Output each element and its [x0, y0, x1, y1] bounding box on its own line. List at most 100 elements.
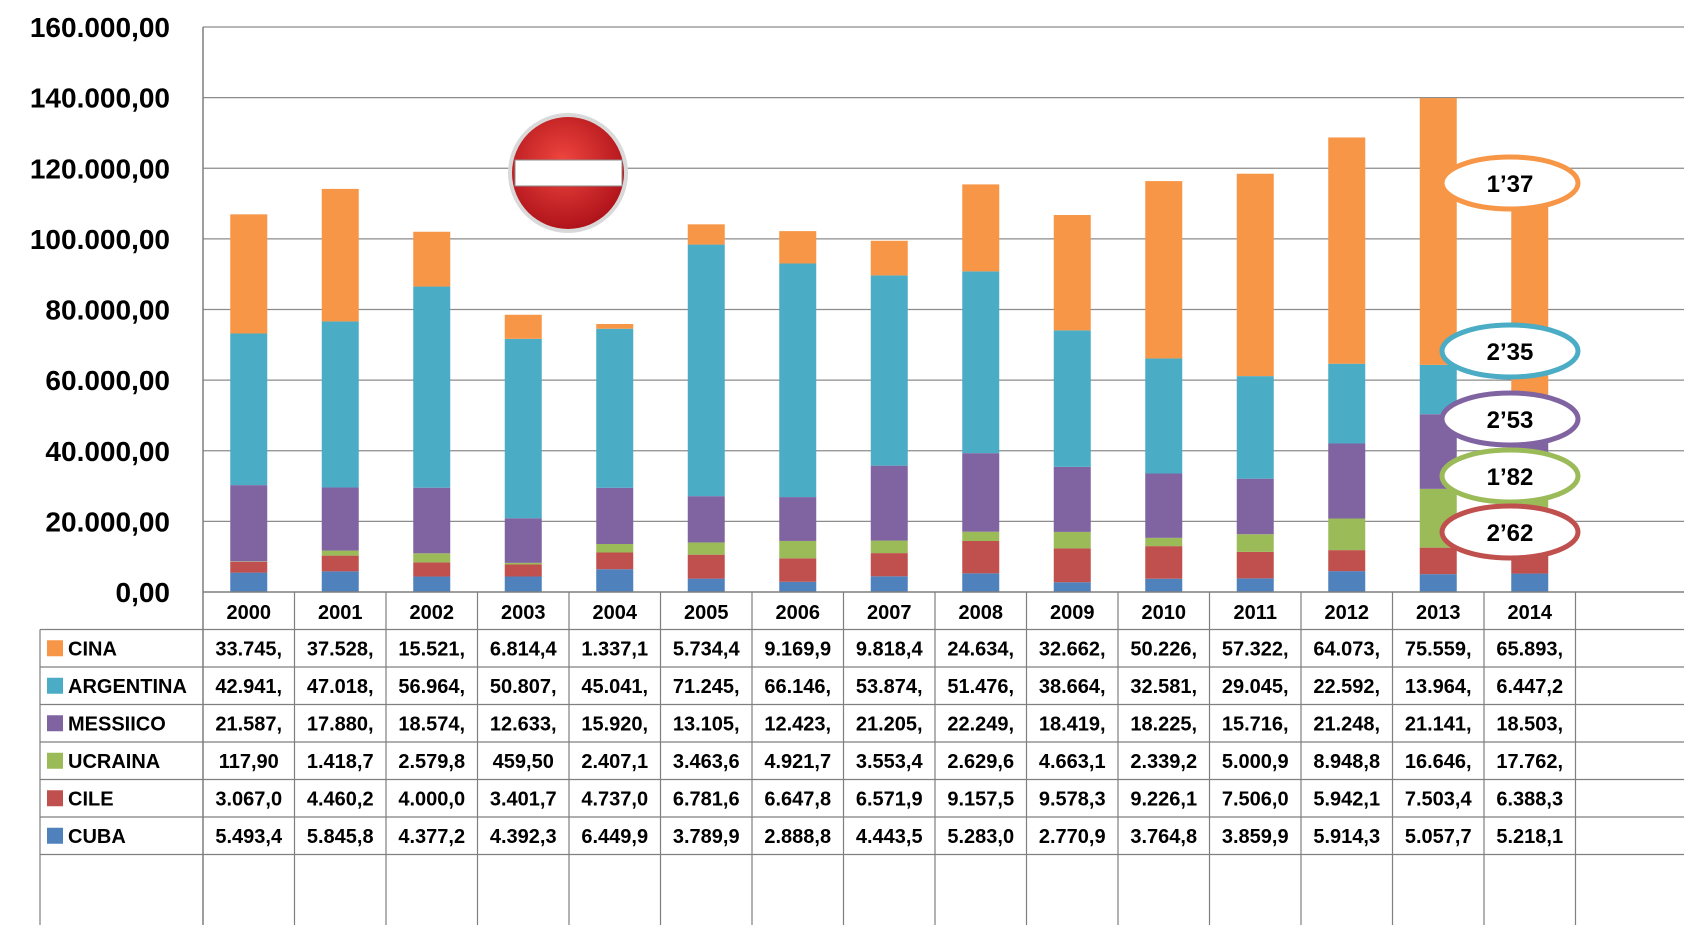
data-label: 21.141, [1405, 713, 1472, 735]
bar-segment-cile [1328, 550, 1366, 572]
bar-segment-cuba [504, 576, 542, 592]
data-label: 3.401,7 [490, 788, 557, 810]
bar-segment-ucraina [596, 543, 634, 553]
bar-segment-cile [504, 564, 542, 577]
data-label: 32.581, [1130, 676, 1197, 698]
data-label: 50.807, [490, 676, 557, 698]
bar-segment-cile [870, 553, 908, 577]
annotation-oval [1439, 154, 1581, 212]
legend-swatch-cina [47, 640, 63, 657]
data-label: 5.493,4 [215, 826, 283, 848]
bar-segment-messiico [321, 487, 359, 551]
bar-segment-cina [1328, 137, 1366, 364]
bars [230, 98, 1549, 592]
y-tick-label: 80.000,00 [45, 295, 170, 326]
legend-swatch-cile [47, 790, 63, 807]
bar-segment-cina [962, 184, 1000, 272]
bar-segment-cina [1236, 173, 1274, 377]
data-label: 3.859,9 [1222, 826, 1289, 848]
bar-segment-argentina [1145, 358, 1183, 474]
data-label: 12.423, [764, 713, 831, 735]
bar-segment-cile [687, 554, 725, 579]
y-tick-label: 0,00 [116, 577, 171, 608]
legend-label-cuba: CUBA [68, 826, 126, 848]
y-axis-tick-labels: 0,00 20.000,00 40.000,00 60.000,00 80.000,00… [30, 12, 170, 608]
annotation-oval [1439, 503, 1581, 561]
bar-segment-argentina [687, 244, 725, 497]
legend-label-cile: CILE [68, 788, 114, 810]
data-label: 65.893, [1496, 638, 1563, 660]
data-label: 4.460,2 [307, 788, 374, 810]
bar-segment-cina [504, 314, 542, 339]
data-label: 18.419, [1039, 713, 1106, 735]
bar-segment-ucraina [1053, 531, 1091, 549]
data-label: 1.337,1 [581, 638, 648, 660]
bar-segment-ucraina [687, 542, 725, 555]
x-tick-label: 2003 [501, 602, 546, 624]
x-tick-label: 2005 [684, 602, 729, 624]
data-label: 9.169,9 [764, 638, 831, 660]
bar-segment-cile [1419, 547, 1457, 575]
bar-segment-messiico [1236, 478, 1274, 535]
bar-segment-ucraina [962, 531, 1000, 542]
bar-segment-messiico [962, 453, 1000, 532]
annotation-oval [1439, 322, 1581, 380]
bar-segment-cuba [1145, 578, 1183, 592]
bar-segment-messiico [413, 487, 451, 554]
annotations: 1’37 2’35 2’53 1’82 2’62 [1439, 154, 1581, 561]
annotation-label: 2’35 [1487, 339, 1534, 366]
data-label: 75.559, [1405, 638, 1472, 660]
data-label: 57.322, [1222, 638, 1289, 660]
data-label: 15.920, [581, 713, 648, 735]
bar-segment-cuba [321, 571, 359, 592]
x-tick-label: 2006 [776, 602, 821, 624]
bar-segment-cuba [413, 576, 451, 592]
data-label: 71.245, [673, 676, 740, 698]
data-label: 5.914,3 [1313, 826, 1380, 848]
bar-segment-cina [321, 188, 359, 322]
data-label: 6.449,9 [581, 826, 648, 848]
bar-segment-argentina [596, 328, 634, 488]
data-label: 6.814,4 [490, 638, 558, 660]
data-label: 5.845,8 [307, 826, 374, 848]
data-label: 15.716, [1222, 713, 1289, 735]
bar-segment-messiico [687, 496, 725, 543]
data-label: 42.941, [215, 676, 282, 698]
bar-segment-argentina [1053, 330, 1091, 467]
bar-segment-argentina [230, 333, 268, 486]
y-tick-label: 160.000,00 [30, 12, 170, 43]
x-tick-label: 2000 [227, 602, 272, 624]
data-table: 2000 2001 2002 2003 2004 2005 2006 2007 2008 2009… [39, 591, 1684, 925]
no-entry-sign-icon [508, 113, 628, 233]
bar-segment-messiico [596, 487, 634, 544]
data-label: 2.407,1 [581, 751, 648, 773]
data-label: 16.646, [1405, 751, 1472, 773]
bar-segment-cuba [596, 569, 634, 592]
data-label: 2.579,8 [398, 751, 465, 773]
data-label: 45.041, [581, 676, 648, 698]
legend-swatch-cuba [47, 827, 63, 844]
data-label: 4.392,3 [490, 826, 557, 848]
data-label: 64.073, [1313, 638, 1380, 660]
data-label: 21.205, [856, 713, 923, 735]
bar-segment-cile [413, 562, 451, 577]
data-label: 2.770,9 [1039, 826, 1106, 848]
bar-segment-cile [779, 558, 817, 582]
x-tick-label: 2013 [1416, 602, 1461, 624]
x-tick-label: 2007 [867, 602, 912, 624]
bar-segment-cina [870, 240, 908, 276]
legend-label-ucraina: UCRAINA [68, 751, 160, 773]
annotation-oval [1439, 390, 1581, 448]
annotation-oval [1439, 447, 1581, 505]
data-label: 2.629,6 [947, 751, 1014, 773]
data-label: 56.964, [398, 676, 465, 698]
x-tick-label: 2004 [593, 602, 638, 624]
bar-segment-cile [1236, 551, 1274, 579]
data-label: 12.633, [490, 713, 557, 735]
bar-segment-cuba [1236, 578, 1274, 592]
bar-segment-argentina [1328, 363, 1366, 444]
data-label: 459,50 [493, 751, 554, 773]
annotation-label: 1’82 [1487, 464, 1534, 491]
data-label: 5.218,1 [1496, 826, 1563, 848]
